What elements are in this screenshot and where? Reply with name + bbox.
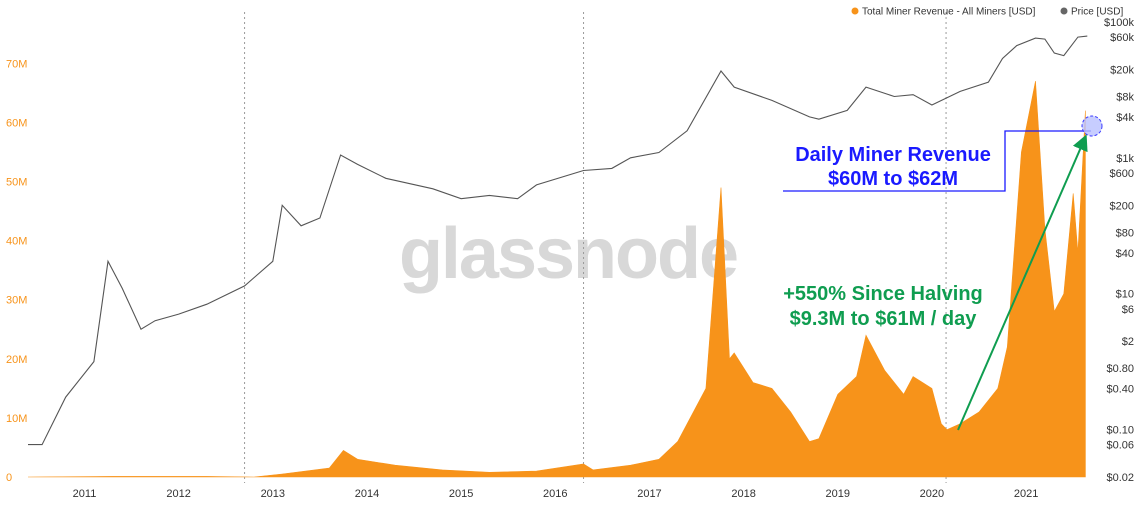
legend: Total Miner Revenue - All Miners [USD] P…	[851, 7, 1123, 18]
annotation-since-halving-line2: $9.3M to $61M / day	[790, 308, 978, 330]
legend-label-price: Price [USD]	[1071, 7, 1123, 18]
y-left-tick-label: 40M	[6, 236, 27, 248]
y-left-tick-label: 60M	[6, 117, 27, 129]
x-tick-label: 2019	[826, 488, 850, 500]
annotation-daily-revenue: Daily Miner Revenue $60M to $62M	[783, 115, 1103, 192]
watermark: glassnode	[399, 214, 737, 294]
y-right-tick-label: $0.40	[1106, 384, 1134, 396]
y-left-tick-label: 50M	[6, 177, 27, 189]
y-right-tick-label: $20k	[1110, 64, 1134, 76]
y-right-tick-label: $0.02	[1106, 472, 1134, 484]
x-tick-label: 2012	[166, 488, 190, 500]
annotation-daily-revenue-line1: Daily Miner Revenue	[795, 144, 991, 166]
y-right-tick-label: $1k	[1116, 153, 1134, 165]
annotation-daily-revenue-bracket	[783, 130, 1091, 192]
y-right-tick-label: $10	[1116, 289, 1134, 301]
x-tick-label: 2016	[543, 488, 567, 500]
y-right-tick-label: $4k	[1116, 112, 1134, 124]
y-left-tick-label: 70M	[6, 58, 27, 70]
y-right-tick-label: $0.06	[1106, 440, 1134, 452]
x-tick-label: 2020	[920, 488, 944, 500]
y-left-tick-label: 20M	[6, 354, 27, 366]
y-left-tick-label: 10M	[6, 413, 27, 425]
legend-label-revenue: Total Miner Revenue - All Miners [USD]	[862, 7, 1036, 18]
y-right-tick-label: $60k	[1110, 32, 1134, 44]
x-axis: 2011 2012 2013 2014 2015 2016 2017 2018 2019 2020…	[73, 488, 1039, 500]
y-right-tick-label: $0.10	[1106, 425, 1134, 437]
annotation-since-halving-arrow	[957, 134, 1088, 431]
y-right-tick-label: $80	[1116, 227, 1134, 239]
x-tick-label: 2013	[261, 488, 285, 500]
x-tick-label: 2015	[449, 488, 473, 500]
x-tick-label: 2011	[73, 488, 97, 500]
annotation-daily-revenue-marker	[1081, 115, 1103, 137]
y-right-tick-label: $2	[1122, 336, 1134, 348]
y-left-tick-label: 0	[6, 472, 12, 484]
y-right-tick-label: $0.80	[1106, 363, 1134, 375]
annotation-since-halving: +550% Since Halving $9.3M to $61M / day	[783, 134, 1088, 431]
legend-marker-price	[1060, 7, 1068, 15]
series-price-line	[28, 35, 1088, 446]
y-right-tick-label: $8k	[1116, 92, 1134, 104]
y-axis-left: 0 10M 20M 30M 40M 50M 60M 70M	[6, 58, 27, 484]
x-tick-label: 2018	[731, 488, 755, 500]
y-right-tick-label: $100k	[1104, 17, 1134, 29]
y-right-tick-label: $200	[1110, 200, 1134, 212]
y-right-tick-label: $600	[1110, 168, 1134, 180]
x-tick-label: 2017	[637, 488, 661, 500]
annotation-since-halving-line1: +550% Since Halving	[783, 283, 983, 305]
x-tick-label: 2021	[1014, 488, 1038, 500]
x-tick-label: 2014	[355, 488, 379, 500]
halving-lines	[244, 12, 947, 483]
y-right-tick-label: $40	[1116, 248, 1134, 260]
annotation-daily-revenue-line2: $60M to $62M	[828, 168, 958, 190]
y-left-tick-label: 30M	[6, 295, 27, 307]
y-axis-right: $100k $60k $20k $8k $4k $1k $600 $200 $80 $40 $10 $…	[1104, 17, 1134, 484]
y-right-tick-label: $6	[1122, 304, 1134, 316]
series-miner-revenue-area	[27, 81, 1086, 478]
legend-marker-revenue	[851, 7, 859, 15]
